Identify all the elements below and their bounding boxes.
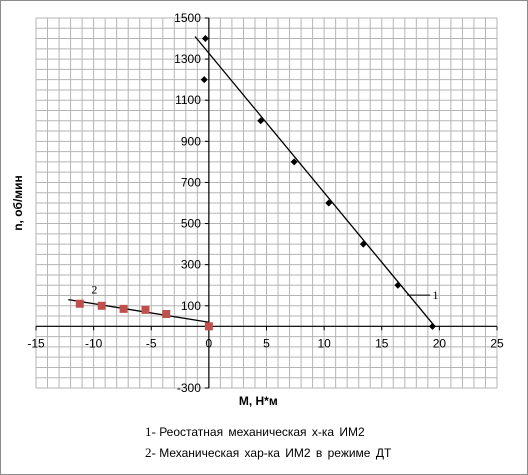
data-point-diamond [394,281,402,289]
data-point-diamond [359,240,367,248]
data-point-square [204,322,213,331]
x-tick-label: -10 [85,336,103,350]
trendline-series-2 [68,298,209,323]
y-axis-title: n, об/мин [11,175,25,231]
legend-text: Реостатная механическая х-ка ИМ2 [159,425,365,439]
trendline-series-1 [194,36,436,327]
legend-item-2: 2- Механическая хар-ка ИМ2 в режиме ДТ [145,445,391,461]
y-tick-label: 1500 [174,11,201,25]
data-point-diamond [290,158,298,166]
x-tick-label: 25 [490,336,504,350]
data-point-diamond [428,322,436,330]
x-tick-label: -5 [146,336,157,350]
y-tick-label: 700 [181,175,201,189]
data-point-diamond [200,76,208,84]
data-point-diamond [257,117,265,125]
legend-number: 2- [145,445,156,460]
y-tick-label: 300 [181,258,201,272]
x-tick-label: 20 [433,336,447,350]
x-tick-label: 10 [317,336,331,350]
x-tick-label: 5 [263,336,270,350]
y-tick-label: 100 [181,299,201,313]
x-tick-label: -15 [27,336,45,350]
x-axis-title: M, Н*м [239,394,278,408]
tick-labels: -15 -10 -5 0 5 10 15 20 25 -300 100 300 500 700 900 110… [27,11,504,395]
y-tick-label: 500 [181,217,201,231]
data-point-square [97,301,106,310]
data-point-square [119,304,128,313]
y-tick-label: 1100 [175,93,201,107]
x-tick-label: 0 [206,336,213,350]
grid [35,17,498,389]
legend-number: 1- [145,424,156,439]
data-point-square [141,305,150,314]
data-point-diamond [325,199,333,207]
series-1-label: 1 [432,288,438,302]
series: 12 [68,35,438,331]
data-point-square [75,299,84,308]
data-point-square [162,310,171,318]
y-tick-label: 1300 [174,52,201,66]
x-tick-label: 15 [375,336,389,350]
y-tick-label: -300 [177,381,201,395]
legend-text: Механическая хар-ка ИМ2 в режиме ДТ [159,446,392,460]
series-2-label: 2 [91,282,97,296]
legend-item-1: 1- Реостатная механическая х-ка ИМ2 [145,424,365,440]
data-point-diamond [201,35,209,43]
y-tick-label: 900 [181,134,201,148]
